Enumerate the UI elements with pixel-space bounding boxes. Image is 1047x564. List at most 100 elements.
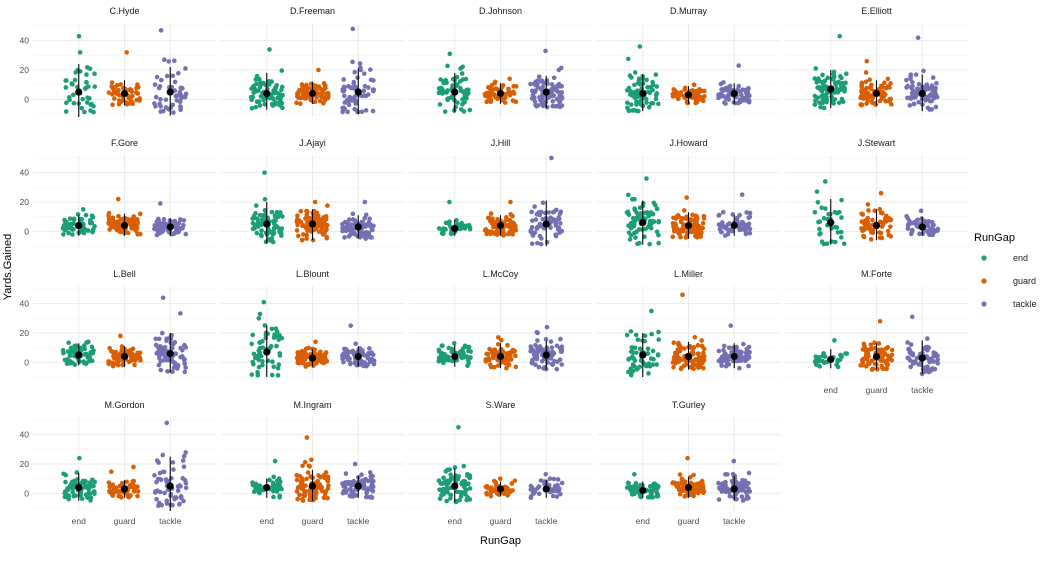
data-point-end xyxy=(252,355,258,361)
data-point-tackle xyxy=(157,489,163,495)
data-point-tackle xyxy=(532,204,537,209)
data-point-guard xyxy=(112,489,118,495)
data-point-end xyxy=(92,84,98,89)
x-tick-label-guard: guard xyxy=(302,516,324,526)
data-point-tackle xyxy=(366,92,371,97)
data-point-guard xyxy=(691,226,697,232)
data-point-tackle xyxy=(347,486,353,492)
data-point-end xyxy=(624,485,630,490)
data-point-guard xyxy=(296,350,302,355)
data-point-tackle xyxy=(916,87,921,92)
data-point-guard xyxy=(877,206,883,212)
data-point-tackle xyxy=(551,85,557,90)
data-point-guard xyxy=(324,223,329,229)
data-point-end xyxy=(262,207,268,213)
data-point-tackle xyxy=(155,350,161,355)
data-point-end xyxy=(454,499,459,504)
data-point-end xyxy=(812,93,818,99)
data-point-end xyxy=(254,81,259,87)
data-point-guard xyxy=(488,493,494,499)
data-point-tackle xyxy=(158,77,164,83)
legend-title: RunGap xyxy=(974,232,1015,244)
data-point-end xyxy=(249,106,255,111)
data-point-tackle xyxy=(535,240,540,246)
data-point-tackle xyxy=(720,209,726,215)
mean-point-tackle xyxy=(354,88,362,96)
data-point-tackle xyxy=(367,216,373,222)
data-point-tackle xyxy=(905,355,910,361)
x-tick-label-tackle: tackle xyxy=(535,516,557,526)
data-point-end xyxy=(259,233,264,239)
data-point-tackle xyxy=(159,502,165,508)
x-tick-label-end: end xyxy=(260,516,274,526)
data-point-tackle xyxy=(904,77,909,83)
data-point-tackle xyxy=(555,89,561,95)
data-point-tackle xyxy=(726,92,731,98)
data-point-end xyxy=(82,109,87,115)
data-point-guard xyxy=(294,355,300,361)
data-point-tackle xyxy=(157,344,163,349)
data-point-tackle xyxy=(359,219,364,225)
data-point-guard xyxy=(110,484,116,490)
data-point-end xyxy=(83,212,89,218)
mean-point-tackle xyxy=(542,485,550,493)
data-point-end xyxy=(276,362,282,367)
data-point-end xyxy=(647,241,652,247)
data-point-guard xyxy=(697,488,703,494)
data-point-guard xyxy=(298,481,304,487)
data-point-end xyxy=(634,229,639,235)
data-point-guard xyxy=(878,190,884,196)
data-point-tackle xyxy=(529,209,534,215)
data-point-guard xyxy=(323,214,329,219)
data-point-tackle xyxy=(177,502,182,507)
data-point-guard xyxy=(294,218,300,224)
data-point-end xyxy=(249,341,255,347)
mean-point-end xyxy=(75,221,83,230)
mean-point-guard xyxy=(308,89,317,98)
data-point-end xyxy=(250,220,256,226)
data-point-tackle xyxy=(181,357,187,363)
data-point-end xyxy=(277,332,282,338)
data-point-tackle xyxy=(534,355,539,360)
data-point-tackle xyxy=(905,222,911,227)
data-point-tackle xyxy=(553,217,558,223)
data-point-tackle xyxy=(737,212,742,218)
x-tick-label-guard: guard xyxy=(490,516,512,526)
mean-point-end xyxy=(639,89,647,98)
data-point-end xyxy=(92,489,97,494)
data-point-tackle xyxy=(727,493,733,499)
data-point-guard xyxy=(676,231,682,236)
data-point-guard xyxy=(309,457,314,463)
data-point-tackle xyxy=(169,346,175,351)
data-point-tackle xyxy=(164,73,170,79)
data-point-tackle xyxy=(359,109,365,115)
data-point-end xyxy=(89,101,94,107)
data-point-tackle xyxy=(744,210,749,215)
data-point-guard xyxy=(313,492,318,498)
data-point-guard xyxy=(107,489,113,495)
data-point-guard xyxy=(866,208,871,213)
data-point-end xyxy=(642,333,648,339)
data-point-tackle xyxy=(183,231,189,237)
data-point-guard xyxy=(506,86,511,92)
data-point-tackle xyxy=(559,103,565,108)
data-point-tackle xyxy=(736,83,742,89)
data-point-end xyxy=(86,339,91,345)
data-point-guard xyxy=(300,498,306,503)
data-point-end xyxy=(823,206,828,211)
data-point-tackle xyxy=(153,223,159,229)
data-point-guard xyxy=(864,58,870,64)
data-point-tackle xyxy=(734,479,739,485)
data-point-tackle xyxy=(350,59,355,65)
data-point-guard xyxy=(505,492,511,498)
data-point-guard xyxy=(124,50,129,55)
data-point-guard xyxy=(321,472,327,478)
data-point-end xyxy=(67,216,73,221)
data-point-guard xyxy=(690,212,695,218)
data-point-guard xyxy=(865,353,871,359)
legend-label-guard: guard xyxy=(1013,276,1036,286)
data-point-guard xyxy=(137,355,143,360)
data-point-tackle xyxy=(919,216,924,221)
data-point-end xyxy=(467,107,473,113)
mean-point-tackle xyxy=(542,88,550,96)
